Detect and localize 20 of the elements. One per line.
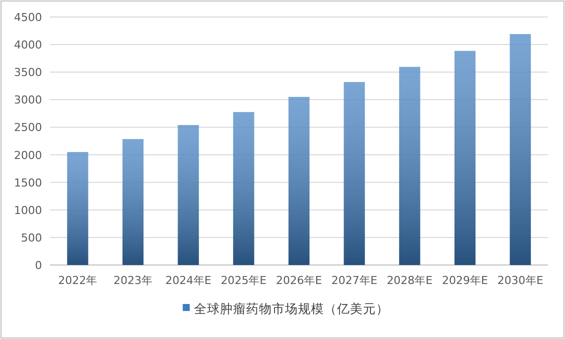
y-tick-label: 4000 bbox=[14, 38, 42, 52]
x-tick-label: 2030年E bbox=[497, 274, 544, 287]
y-tick-label: 1500 bbox=[14, 176, 42, 190]
x-tick-label: 2029年E bbox=[442, 274, 488, 287]
y-tick-label: 500 bbox=[21, 231, 42, 244]
y-tick-label: 4500 bbox=[14, 11, 42, 24]
legend-label: 全球肿瘤药物市场规模（亿美元） bbox=[194, 301, 389, 316]
y-tick-label: 3000 bbox=[14, 94, 42, 107]
y-tick-label: 0 bbox=[35, 259, 42, 272]
y-tick-label: 2500 bbox=[14, 121, 42, 134]
x-tick-label: 2024年E bbox=[165, 274, 212, 287]
x-tick-label: 2027年E bbox=[331, 274, 378, 287]
y-tick-label: 2000 bbox=[14, 148, 42, 162]
x-tick-label: 2025年E bbox=[220, 274, 267, 287]
y-tick-label: 3500 bbox=[14, 66, 42, 80]
x-tick-label: 2026年E bbox=[276, 274, 322, 287]
x-tick-label: 2028年E bbox=[386, 274, 433, 287]
x-tick-label: 2022年 bbox=[58, 274, 98, 287]
y-tick-label: 1000 bbox=[14, 204, 42, 217]
x-tick-label: 2023年 bbox=[114, 274, 152, 287]
